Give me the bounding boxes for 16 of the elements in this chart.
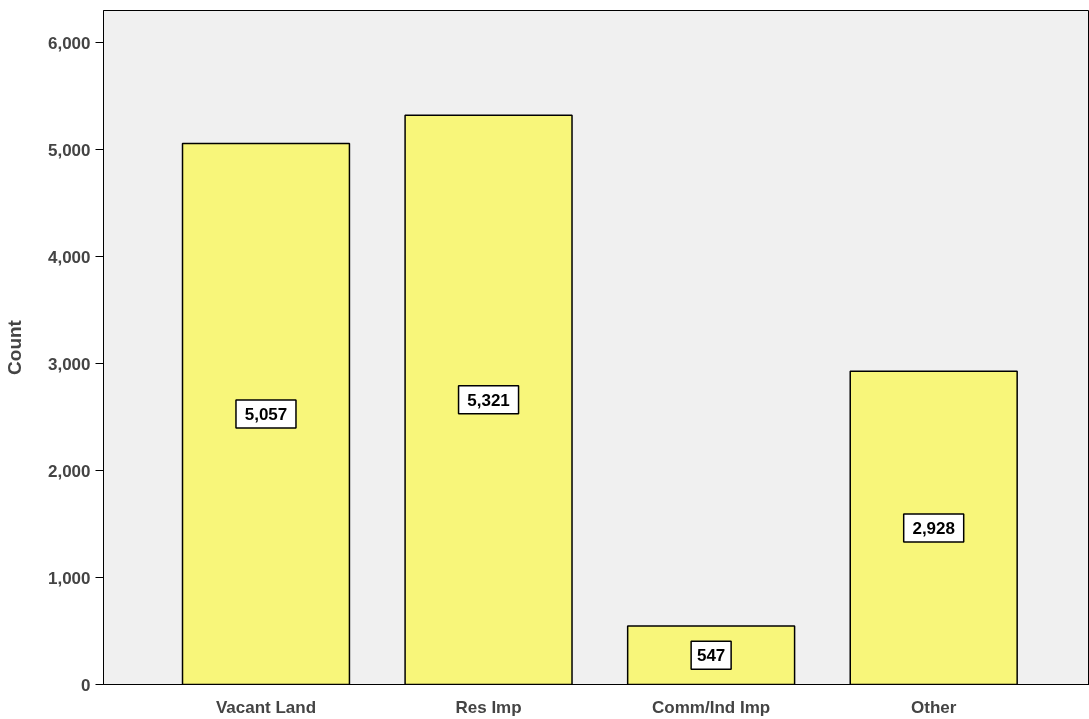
x-tick-label: Comm/Ind Imp [652, 697, 771, 717]
y-tick-label: 3,000 [47, 354, 91, 374]
y-tick-label: 1,000 [47, 568, 91, 588]
y-tick-label: 2,000 [47, 461, 91, 481]
data-label: 547 [696, 646, 726, 666]
x-tick-label: Vacant Land [215, 697, 317, 717]
data-label: 5,321 [467, 390, 510, 410]
y-tick-label: 0 [81, 675, 91, 695]
x-tick-label: Res Imp [455, 697, 522, 717]
data-label: 5,057 [244, 404, 288, 424]
y-tick-label: 4,000 [47, 247, 91, 267]
y-tick-label: 5,000 [47, 140, 91, 160]
y-axis-title: Count [3, 319, 25, 375]
data-label: 2,928 [912, 518, 955, 538]
x-tick-label: Other [911, 697, 957, 717]
y-tick-label: 6,000 [47, 33, 91, 53]
